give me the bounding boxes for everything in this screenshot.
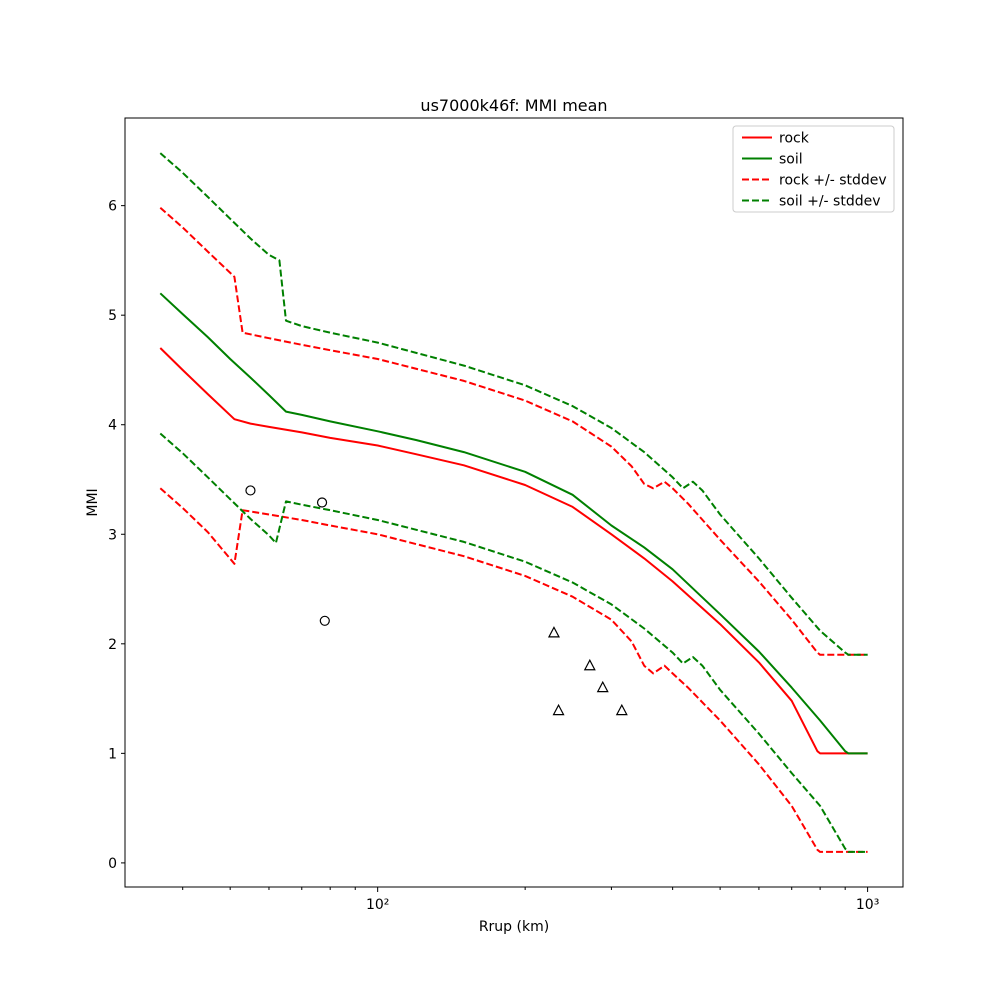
y-tick-label: 5 bbox=[108, 308, 117, 324]
x-axis-label: Rrup (km) bbox=[479, 919, 549, 935]
station-triangle-marker bbox=[596, 680, 609, 693]
line-rock-plus-stddev bbox=[159, 207, 868, 656]
y-tick-label: 6 bbox=[108, 199, 117, 215]
y-axis-label: MMI bbox=[85, 488, 101, 516]
legend-label: soil +/- stddev bbox=[779, 194, 881, 210]
series-lines bbox=[159, 152, 868, 853]
station-triangle-marker bbox=[547, 626, 560, 638]
y-tick-label: 3 bbox=[108, 527, 117, 543]
y-tick-label: 4 bbox=[108, 418, 117, 434]
axis-ticks: 0 1 2 3 4 5 6 10² 10³ bbox=[108, 199, 879, 913]
x-tick-label: 10³ bbox=[856, 897, 879, 913]
legend-label: soil bbox=[779, 152, 803, 168]
station-triangle-marker bbox=[552, 703, 565, 716]
line-rock bbox=[159, 347, 868, 755]
chart-title: us7000k46f: MMI mean bbox=[420, 96, 607, 115]
legend-box bbox=[732, 125, 895, 213]
line-rock-minus-stddev bbox=[159, 487, 868, 853]
legend-label: rock +/- stddev bbox=[779, 173, 887, 189]
legend: rock soil rock +/- stddev soil +/- stddev bbox=[732, 125, 895, 213]
station-circle-marker bbox=[319, 615, 330, 626]
line-soil-plus-stddev bbox=[159, 152, 868, 656]
station-circle-marker bbox=[316, 497, 328, 508]
legend-label: rock bbox=[779, 131, 810, 147]
line-soil bbox=[159, 292, 868, 755]
station-triangle-marker bbox=[583, 658, 596, 671]
y-tick-label: 0 bbox=[108, 856, 117, 872]
line-soil-minus-stddev bbox=[159, 432, 868, 853]
scatter-markers bbox=[245, 485, 628, 716]
plot-area-border bbox=[124, 117, 904, 888]
station-circle-marker bbox=[245, 485, 256, 496]
x-tick-label: 10² bbox=[366, 897, 389, 913]
y-tick-label: 2 bbox=[108, 637, 117, 653]
y-tick-label: 1 bbox=[108, 746, 117, 762]
station-triangle-marker bbox=[615, 703, 628, 716]
